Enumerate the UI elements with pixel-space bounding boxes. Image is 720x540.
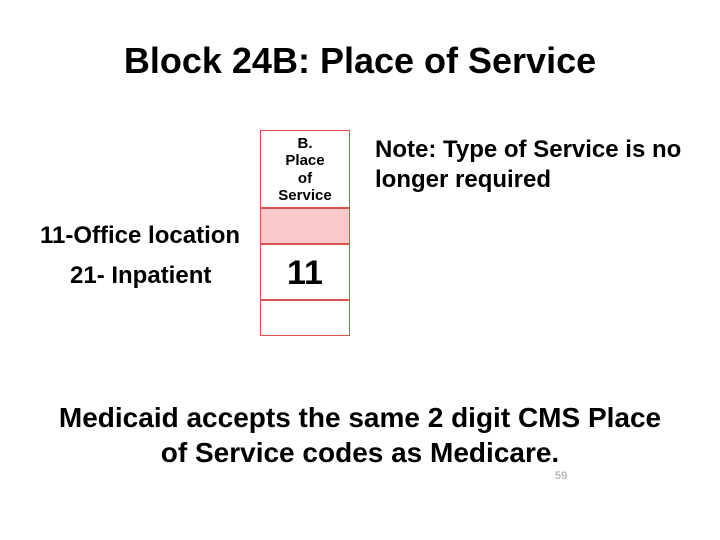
slide-number: 59 [555, 470, 567, 482]
code-office: 11-Office location [40, 222, 240, 250]
footer-text: Medicaid accepts the same 2 digit CMS Pl… [50, 400, 670, 470]
note-text: Note: Type of Service is no longer requi… [375, 135, 695, 195]
column-header: B. Place of Service [260, 130, 350, 208]
column-cell-empty [260, 300, 350, 336]
code-inpatient: 21- Inpatient [70, 262, 211, 290]
column-cell-value: 11 [260, 244, 350, 300]
slide-title: Block 24B: Place of Service [0, 40, 720, 82]
column-cell-shaded [260, 208, 350, 244]
column-header-text: B. Place of Service [261, 135, 349, 204]
